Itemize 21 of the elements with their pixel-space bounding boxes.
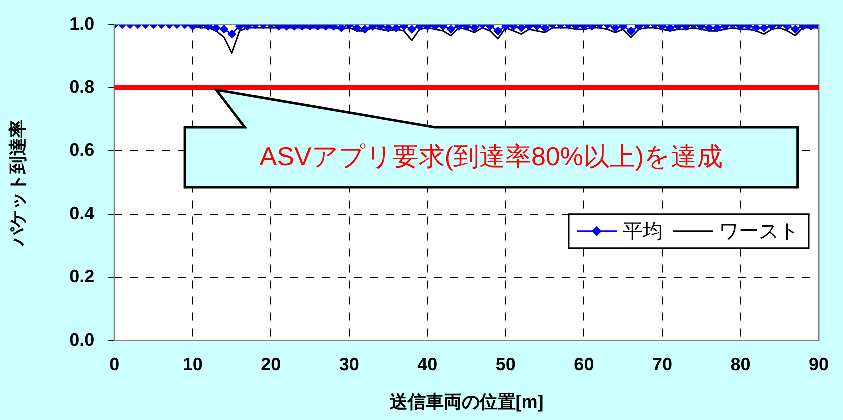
x-axis-title: 送信車両の位置[m] xyxy=(388,392,544,412)
y-tick-label: 1.0 xyxy=(70,14,95,34)
x-tick-label: 50 xyxy=(496,354,516,375)
y-tick-label: 0.6 xyxy=(70,140,95,160)
x-tick-label: 80 xyxy=(730,354,751,375)
x-tick-label: 20 xyxy=(261,354,282,375)
x-tick-label: 60 xyxy=(574,354,594,375)
x-tick-label: 40 xyxy=(418,354,438,375)
y-axis-title: パケット到達率 xyxy=(8,120,28,247)
x-tick-label: 0 xyxy=(110,354,120,375)
x-tick-label: 10 xyxy=(182,354,203,375)
y-tick-label: 0.2 xyxy=(70,266,95,287)
legend-label: 平均 xyxy=(622,220,663,243)
x-tick-label: 90 xyxy=(808,354,830,375)
annotation: ASVアプリ要求(到達率80%以上)を達成 xyxy=(260,142,724,172)
y-tick-label: 0.8 xyxy=(70,76,95,97)
y-tick-label: 0.0 xyxy=(70,330,95,350)
legend-label: ワースト xyxy=(718,220,799,243)
x-tick-label: 70 xyxy=(652,354,672,375)
x-tick-label: 30 xyxy=(339,354,360,375)
y-tick-label: 0.4 xyxy=(70,203,95,224)
